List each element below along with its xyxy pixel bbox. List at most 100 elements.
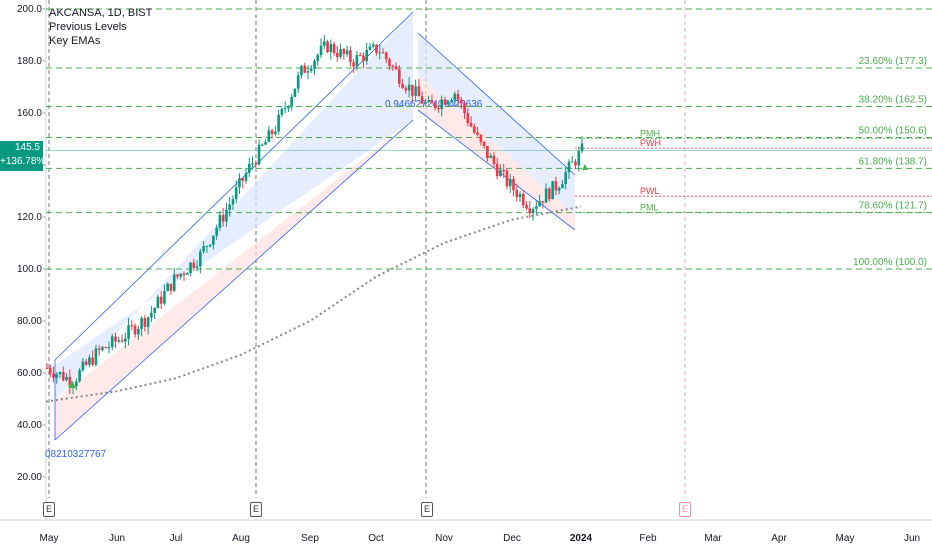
candle-body bbox=[130, 325, 134, 327]
candle-body bbox=[150, 312, 153, 318]
fib-level-label: 23.60% (177.3) bbox=[859, 56, 927, 67]
buy-signal-arrow bbox=[582, 164, 588, 170]
x-tick-label: May bbox=[40, 533, 59, 544]
candle-body bbox=[156, 296, 160, 309]
indicator-previous-levels[interactable]: Previous Levels bbox=[49, 21, 127, 33]
candle-body bbox=[463, 103, 466, 114]
earnings-marker-future[interactable]: E bbox=[679, 502, 691, 517]
candle-body bbox=[502, 170, 506, 172]
candle-body bbox=[531, 208, 535, 214]
candle-body bbox=[199, 251, 202, 267]
candle-body bbox=[551, 181, 554, 200]
candle-body bbox=[163, 291, 166, 304]
candle-body bbox=[91, 357, 94, 365]
candle-body bbox=[574, 161, 577, 166]
previous-level-label: PML bbox=[640, 202, 659, 212]
candle-body bbox=[195, 266, 199, 268]
candle-body bbox=[557, 188, 561, 191]
fib-level-label: 61.80% (138.7) bbox=[859, 156, 927, 167]
candle-body bbox=[521, 193, 525, 206]
candle-body bbox=[564, 172, 567, 185]
previous-level-label: PMH bbox=[640, 128, 660, 138]
candle-body bbox=[277, 114, 280, 132]
candle-body bbox=[440, 99, 444, 110]
x-tick-label: Feb bbox=[639, 533, 657, 544]
candle-body bbox=[270, 130, 274, 135]
candle-body bbox=[375, 44, 378, 53]
candle-body bbox=[208, 244, 212, 247]
candle-body bbox=[512, 179, 515, 191]
candle-body bbox=[55, 374, 59, 378]
candle-body bbox=[251, 163, 254, 165]
candle-body bbox=[525, 205, 528, 209]
x-tick-label: Jun bbox=[904, 533, 920, 544]
candle-body bbox=[580, 143, 584, 152]
candle-body bbox=[313, 60, 316, 70]
candle-body bbox=[349, 50, 352, 63]
candle-body bbox=[345, 50, 349, 55]
candle-body bbox=[309, 69, 313, 71]
channel-down-fill-upper bbox=[418, 33, 575, 215]
candle-body bbox=[81, 361, 85, 371]
candle-body bbox=[339, 49, 342, 57]
x-tick-label: May bbox=[836, 533, 855, 544]
earnings-marker[interactable]: E bbox=[421, 502, 433, 517]
candle-body bbox=[192, 262, 196, 268]
candle-body bbox=[241, 178, 245, 181]
candle-body bbox=[437, 108, 440, 110]
candle-body bbox=[554, 181, 558, 191]
candle-body bbox=[453, 93, 457, 101]
candle-body bbox=[159, 296, 163, 304]
candle-body bbox=[495, 164, 499, 177]
symbol-title: AKCANSA, 1D, BIST bbox=[49, 7, 153, 19]
candle-body bbox=[137, 328, 140, 335]
y-tick-label: 120.0 bbox=[17, 212, 42, 223]
candle-body bbox=[261, 144, 264, 146]
candle-body bbox=[78, 370, 81, 382]
candle-body bbox=[358, 55, 362, 57]
candle-body bbox=[234, 187, 238, 200]
candle-body bbox=[384, 52, 388, 60]
candle-body bbox=[107, 346, 111, 349]
candle-body bbox=[459, 99, 463, 104]
candle-body bbox=[489, 155, 492, 159]
candle-body bbox=[280, 108, 284, 115]
candle-body bbox=[450, 100, 453, 102]
last-price-change: +136.78% bbox=[0, 156, 46, 167]
candle-body bbox=[52, 373, 55, 378]
candle-body bbox=[221, 214, 225, 222]
candle-body bbox=[544, 188, 548, 203]
candle-body bbox=[127, 325, 130, 339]
previous-level-label: PWH bbox=[640, 138, 661, 148]
candle-body bbox=[411, 84, 414, 96]
candle-body bbox=[535, 206, 538, 209]
candle-body bbox=[319, 45, 323, 56]
candle-body bbox=[404, 88, 408, 91]
candle-body bbox=[515, 190, 519, 198]
candle-body bbox=[466, 113, 470, 123]
earnings-marker[interactable]: E bbox=[250, 502, 262, 517]
candle-body bbox=[274, 131, 277, 135]
candle-body bbox=[446, 101, 450, 105]
candle-body bbox=[65, 376, 68, 381]
candle-body bbox=[140, 318, 143, 329]
candle-body bbox=[104, 347, 108, 349]
indicator-key-emas[interactable]: Key EMAs bbox=[49, 35, 101, 47]
candle-body bbox=[62, 372, 65, 381]
x-tick-label: Apr bbox=[771, 533, 787, 544]
y-tick-label: 80.00 bbox=[17, 316, 42, 327]
candle-body bbox=[110, 336, 114, 347]
candle-body bbox=[430, 100, 434, 104]
x-tick-label: Aug bbox=[232, 533, 250, 544]
candle-body bbox=[567, 161, 571, 173]
candle-body bbox=[146, 317, 150, 327]
ema-line bbox=[45, 205, 582, 403]
candle-body bbox=[94, 348, 98, 365]
x-tick-label: Nov bbox=[435, 533, 453, 544]
x-tick-label: Jul bbox=[170, 533, 183, 544]
earnings-marker[interactable]: E bbox=[43, 502, 55, 517]
candle-body bbox=[469, 122, 473, 127]
candle-body bbox=[479, 134, 483, 142]
candle-body bbox=[283, 108, 287, 110]
